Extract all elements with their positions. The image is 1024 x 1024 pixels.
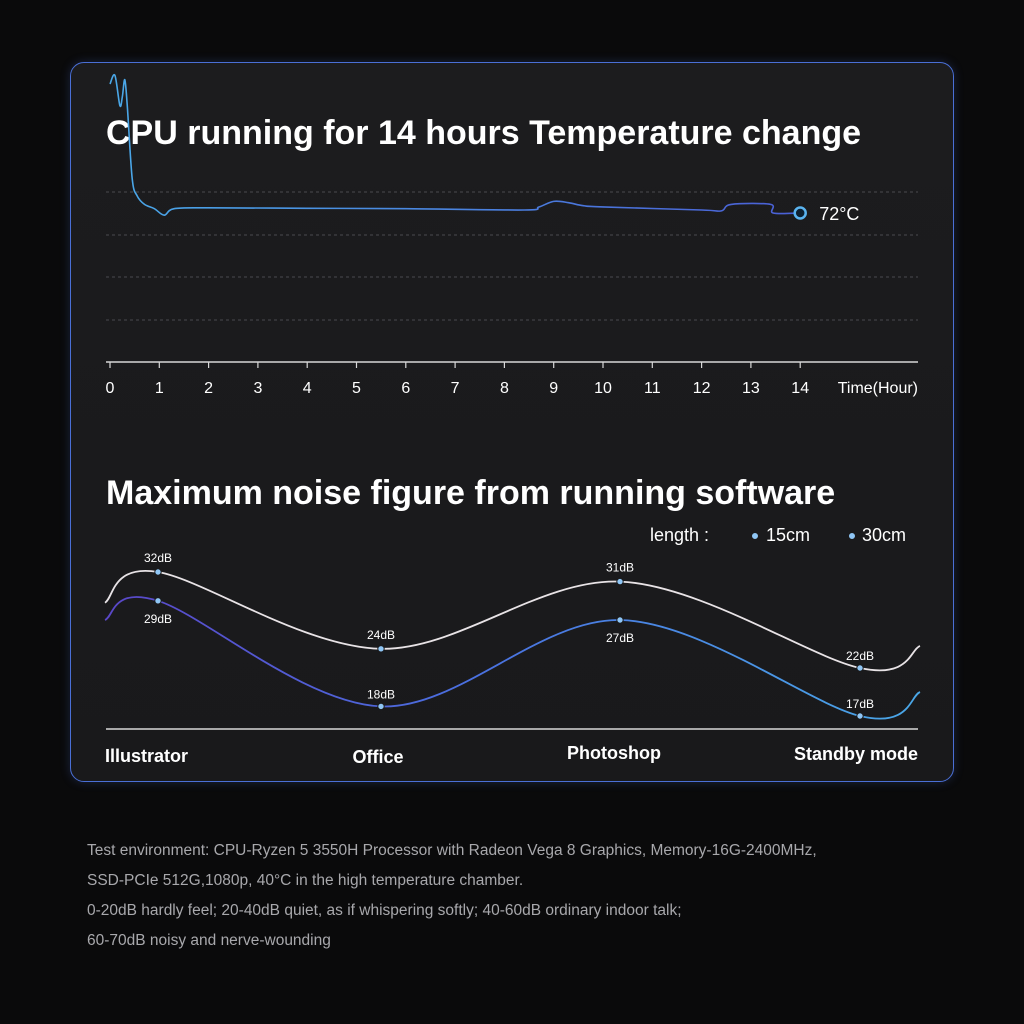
temperature-tick-label: 13 bbox=[742, 380, 760, 397]
temperature-tick-label: 8 bbox=[500, 380, 509, 397]
temperature-tick-label: 1 bbox=[155, 380, 164, 397]
temperature-chart-title: CPU running for 14 hours Temperature cha… bbox=[106, 114, 862, 152]
temperature-tick-label: 0 bbox=[106, 380, 115, 397]
footer-line: SSD-PCIe 512G,1080p, 40°C in the high te… bbox=[87, 872, 524, 889]
temperature-tick-label: 6 bbox=[401, 380, 410, 397]
noise-chart-title: Maximum noise figure from running softwa… bbox=[106, 474, 836, 512]
temperature-tick-label: 7 bbox=[451, 380, 460, 397]
footer-line: 0-20dB hardly feel; 20-40dB quiet, as if… bbox=[87, 902, 682, 919]
temperature-tick-label: 2 bbox=[204, 380, 213, 397]
temperature-tick-label: 12 bbox=[693, 380, 711, 397]
temperature-tick-label: 14 bbox=[791, 380, 809, 397]
temperature-end-point bbox=[793, 206, 807, 220]
temperature-tick-label: 5 bbox=[352, 380, 361, 397]
temperature-tick-label: 11 bbox=[644, 380, 661, 397]
temperature-series-line bbox=[109, 73, 801, 216]
footer-line: Test environment: CPU-Ryzen 5 3550H Proc… bbox=[87, 842, 817, 859]
temperature-tick-label: 3 bbox=[253, 380, 262, 397]
test-environment-notes: Test environment: CPU-Ryzen 5 3550H Proc… bbox=[87, 836, 967, 956]
footer-line: 60-70dB noisy and nerve-wounding bbox=[87, 932, 331, 949]
temperature-end-label: 72°C bbox=[819, 204, 859, 224]
temperature-x-axis-label: Time(Hour) bbox=[838, 380, 918, 397]
temperature-tick-label: 10 bbox=[594, 380, 612, 397]
temperature-tick-label: 4 bbox=[303, 380, 312, 397]
temperature-tick-label: 9 bbox=[549, 380, 558, 397]
